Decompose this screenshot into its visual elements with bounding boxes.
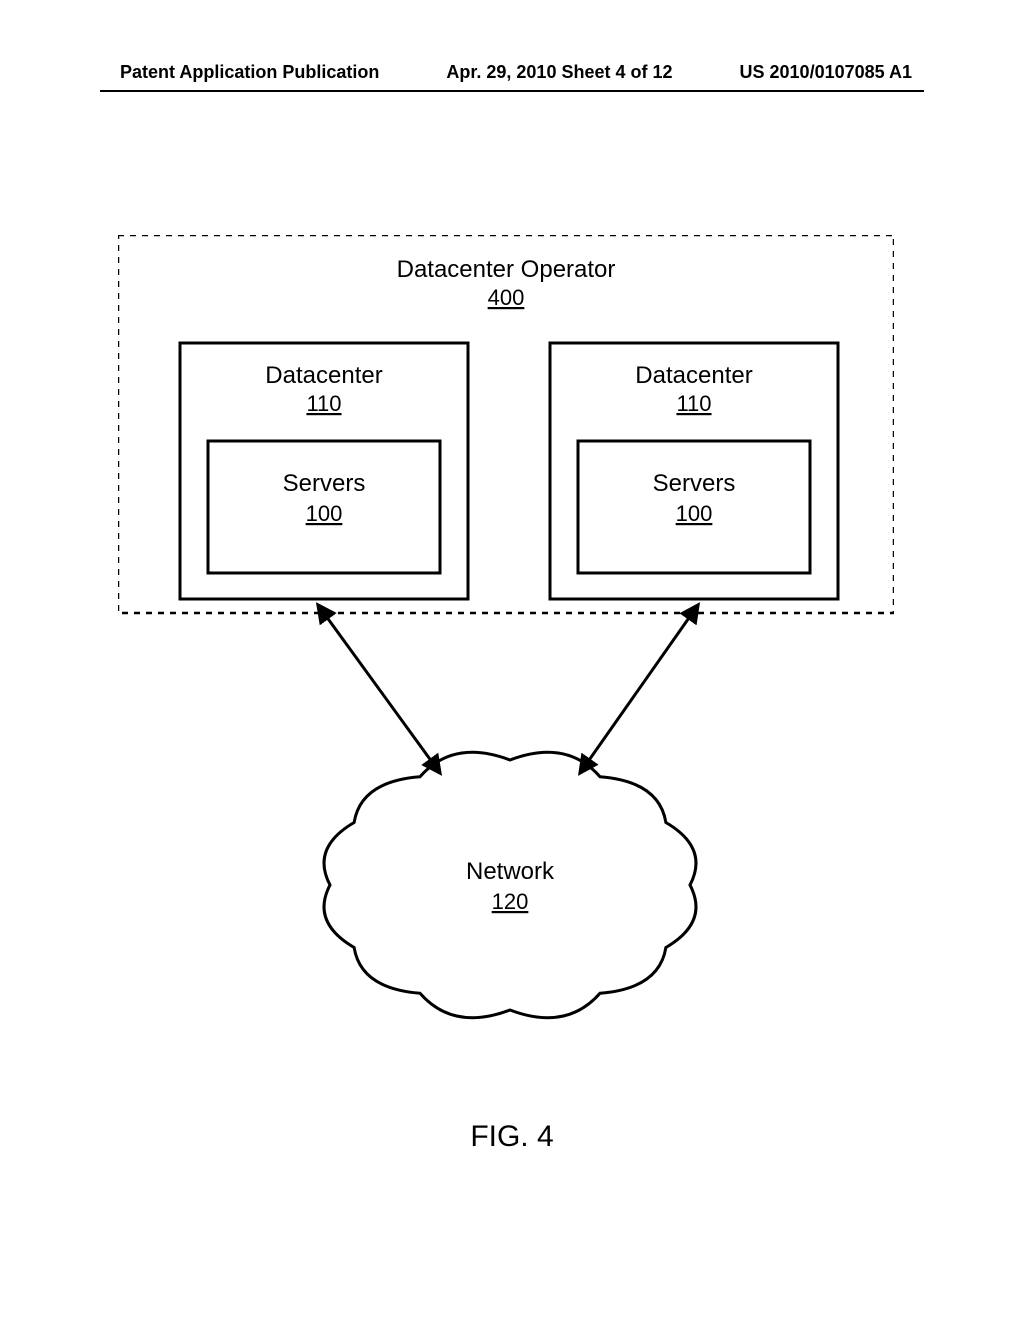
operator-label: Datacenter Operator bbox=[397, 256, 616, 283]
servers-label: Servers bbox=[283, 470, 366, 497]
servers-ref: 100 bbox=[306, 501, 343, 526]
header-left: Patent Application Publication bbox=[120, 62, 379, 83]
datacenter-ref: 110 bbox=[306, 391, 341, 416]
servers-label: Servers bbox=[653, 470, 736, 497]
datacenter-ref: 110 bbox=[676, 391, 711, 416]
header-center: Apr. 29, 2010 Sheet 4 of 12 bbox=[446, 62, 672, 83]
header-right: US 2010/0107085 A1 bbox=[740, 62, 912, 83]
diagram-svg: Datacenter Operator400Datacenter110Serve… bbox=[118, 235, 894, 1065]
network-label: Network bbox=[466, 858, 555, 885]
connector-arrow bbox=[318, 605, 440, 773]
connector-arrow bbox=[580, 605, 698, 773]
header-rule bbox=[100, 90, 924, 92]
diagram-container: Datacenter Operator400Datacenter110Serve… bbox=[118, 235, 894, 1065]
network-ref: 120 bbox=[492, 889, 529, 914]
operator-ref: 400 bbox=[488, 285, 525, 310]
network-cloud bbox=[324, 752, 696, 1017]
servers-ref: 100 bbox=[676, 501, 713, 526]
page-header: Patent Application Publication Apr. 29, … bbox=[0, 62, 1024, 83]
datacenter-label: Datacenter bbox=[635, 362, 752, 389]
figure-label: FIG. 4 bbox=[0, 1120, 1024, 1154]
datacenter-label: Datacenter bbox=[265, 362, 382, 389]
